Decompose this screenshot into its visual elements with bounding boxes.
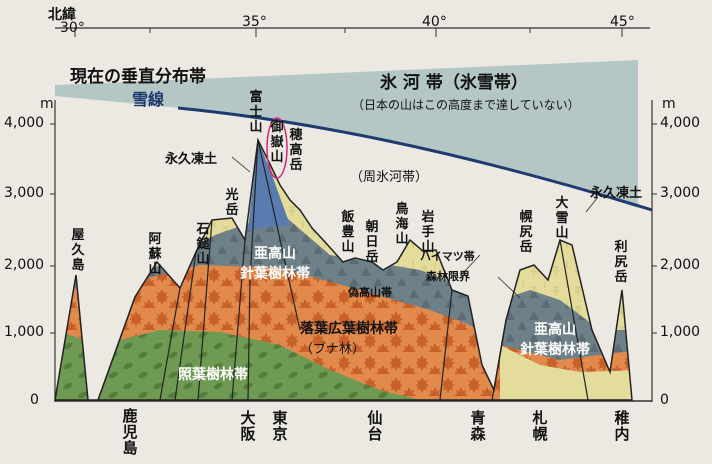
- y-ticks: [50, 123, 657, 334]
- permafrost-label-left: 永久凍土: [165, 152, 218, 167]
- lat-tick-30: 30°: [60, 20, 85, 36]
- periglacial-label: （周氷河帯）: [350, 170, 429, 185]
- snow-line-label: 雪線: [132, 90, 165, 109]
- mountain-hotaka: 穂高岳: [289, 128, 303, 173]
- mountain-rishiri: 利尻岳: [614, 240, 628, 285]
- mountain-asahi: 朝日岳: [365, 220, 379, 265]
- deciduous-label: 落葉広葉樹林帯: [300, 321, 398, 337]
- mountain-ishizuchi: 石鎚山: [196, 222, 210, 267]
- latitude-ticks: [74, 28, 623, 37]
- leader-lines: [231, 156, 599, 299]
- ice-zone-note: （日本の山はこの高度まで達していない）: [352, 98, 580, 112]
- mountain-daisetsu: 大雪山: [555, 196, 569, 241]
- latitude-title: 北緯: [48, 7, 76, 23]
- subalpine-label-right: 亜高山 針葉樹林帯: [520, 322, 590, 358]
- mountain-hikari: 光岳: [225, 188, 239, 218]
- y-tick-left-0: 0: [30, 392, 39, 408]
- y-tick-right-1000: 1,000: [660, 324, 701, 340]
- mountain-aso: 阿蘇山: [148, 232, 162, 277]
- mountain-ontake: 御嶽山: [270, 120, 284, 165]
- city-osaka: 大阪: [240, 409, 256, 443]
- subalpine-label-left: 亜高山 針葉樹林帯: [240, 246, 310, 282]
- mountain-yakushima: 屋久島: [71, 228, 85, 273]
- mountain-ridges: [97, 139, 589, 401]
- fuji-permafrost: [248, 140, 290, 230]
- y-tick-right-2000: 2,000: [660, 257, 701, 273]
- snow-line: [177, 106, 653, 212]
- ontake-highlight-ring: [266, 117, 288, 179]
- diagram-title: 現在の垂直分布帯: [70, 67, 206, 87]
- pseudo-alpine-label: 偽高山帯: [348, 286, 392, 299]
- y-tick-left-2000: 2,000: [4, 257, 45, 273]
- north-alpine-zone: [500, 345, 632, 400]
- y-tick-left-4000: 4,000: [4, 115, 45, 131]
- evergreen-label: 照葉樹林帯: [178, 367, 248, 383]
- unit-right: m: [662, 96, 676, 112]
- evergreen-zone: [55, 330, 420, 400]
- mountain-chokai: 鳥海山: [395, 202, 409, 247]
- lat-tick-45: 45°: [610, 14, 635, 30]
- y-tick-right-0: 0: [660, 392, 669, 408]
- y-tick-right-4000: 4,000: [660, 115, 701, 131]
- city-kagoshima: 鹿児島: [122, 407, 138, 457]
- unit-left: m: [40, 96, 54, 112]
- mountain-poroshiri: 幌尻岳: [519, 210, 533, 255]
- haimatsu-label: ハイマツ帯: [420, 250, 475, 263]
- y-tick-left-3000: 3,000: [4, 185, 45, 201]
- lat-tick-35: 35°: [242, 14, 267, 30]
- city-sendai: 仙台: [367, 409, 383, 443]
- beech-label: （ブナ林）: [300, 342, 366, 357]
- y-tick-right-3000: 3,000: [660, 185, 701, 201]
- forest-limit-label: 森林限界: [426, 270, 470, 283]
- mountain-iwate: 岩手山: [421, 210, 435, 255]
- permafrost-label-right: 永久凍土: [590, 186, 643, 201]
- mountain-fuji: 富士山: [249, 90, 263, 135]
- mountain-iide: 飯豊山: [341, 210, 355, 255]
- city-aomori: 青森: [470, 409, 486, 443]
- city-sapporo: 札幌: [532, 409, 548, 443]
- ice-zone-label: 氷 河 帯（氷雪帯）: [380, 73, 528, 93]
- lat-tick-40: 40°: [422, 14, 447, 30]
- city-tokyo: 東京: [272, 409, 288, 443]
- city-wakkanai: 稚内: [614, 409, 630, 443]
- y-tick-left-1000: 1,000: [4, 324, 45, 340]
